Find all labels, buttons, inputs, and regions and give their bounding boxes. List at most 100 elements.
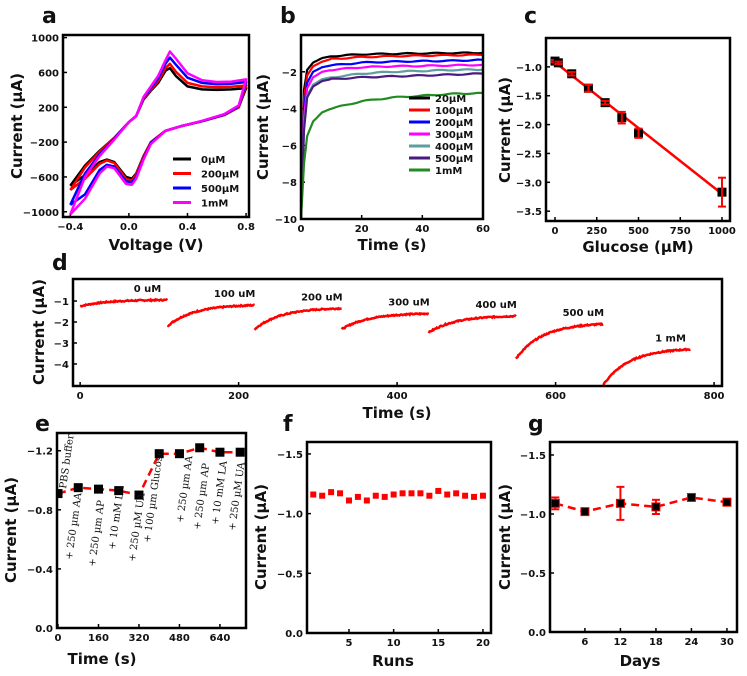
y-tick-label: −0.5 [520,569,546,580]
x-tick-label: 1000 [708,226,736,237]
x-axis-label: Voltage (V) [109,236,204,254]
x-tick-label: 5 [345,638,352,649]
data-point [372,492,379,499]
x-tick-label: 60 [476,224,490,235]
panel-g: g 6 12 18 24 30 0.0 −0.5 −1.0 −1.5 Days Current (µA… [496,412,739,670]
amperometric-curve-series [301,91,483,219]
legend-label: 500µM [435,154,473,165]
additive-annotation: + 10 mM LA [210,460,230,526]
data-point [444,491,451,498]
current-trace-segment [602,347,691,386]
panel-letter: e [35,412,50,437]
amperometric-curve-series [301,72,483,219]
data-point [328,489,335,496]
plot-area [550,485,732,521]
data-point [417,490,424,497]
data-point [195,443,205,453]
x-tick-label: 0 [298,224,305,235]
y-tick-label: 1000 [31,34,59,45]
legend-label: 500µM [201,184,239,195]
y-tick-label: −600 [30,173,59,184]
y-tick-label: −8 [282,178,297,189]
segment-label: 400 uM [475,300,516,311]
y-axis-label: Current (µA) [254,74,272,180]
data-point [615,498,625,508]
panel-letter: f [283,412,293,437]
x-tick-label: 400 [387,391,408,402]
axes-frame [61,33,251,219]
x-tick-label: 0 [552,226,559,237]
axes-frame [299,33,485,221]
x-tick-label: 40 [415,224,429,235]
y-tick-label: −200 [30,138,59,149]
y-tick-label: −3.0 [516,178,542,189]
y-tick-label: −3.5 [516,207,542,218]
legend-label: 1mM [201,199,228,210]
x-tick-label: 250 [586,226,607,237]
x-tick-label: 20 [355,224,369,235]
x-tick-label: 160 [88,633,109,644]
x-tick-label: 10 [387,638,401,649]
panel-letter: c [524,4,537,29]
y-tick-label: −2 [282,68,297,79]
x-tick-label: 0.0 [120,222,138,233]
interference-dashed-line [57,446,241,497]
x-tick-label: 320 [129,633,150,644]
y-tick-label: −4 [54,360,69,371]
y-tick-label: −1 [54,297,69,308]
legend-label: 200µM [201,170,239,181]
data-point [319,492,326,499]
y-tick-label: −1.2 [27,447,53,458]
data-point [550,498,560,508]
data-point [215,447,225,457]
x-axis-label: Days [620,652,661,670]
cv-curve-series [69,56,248,206]
data-point [722,497,732,507]
additive-annotation: PBS buffer [58,433,77,489]
data-point [363,497,370,504]
legend-label: 100µM [435,106,473,117]
y-axis-label: Current (µA) [8,73,26,179]
additive-annotation: + 10 mM LA [107,485,127,551]
x-tick-label: 6 [581,637,588,648]
legend-label: 200µM [435,118,473,129]
data-point [174,449,184,459]
x-axis-label: Time (s) [357,236,426,254]
segment-label: 0 uM [134,284,162,295]
additive-annotation: + 250 µm AA [64,491,84,560]
additive-annotation: + 250 µm AP [192,462,212,530]
segment-label: 1 mM [655,333,686,344]
data-point [435,487,442,494]
x-axis-label: Time (s) [67,650,136,668]
x-tick-label: −0.4 [57,222,83,233]
y-tick-label: −1.0 [516,63,542,74]
panel-b: b 0 20 40 60 −10 −8 −6 −4 −2 Time (s) Current (µA) 2… [254,4,490,254]
plot-area [310,487,486,504]
plot-area [57,443,245,500]
data-point [453,490,460,497]
segment-label: 100 uM [214,289,255,300]
y-axis-label: Current (µA) [30,279,48,385]
plot-area [79,297,691,386]
legend-label: 20µM [435,94,466,105]
x-tick-label: 30 [720,637,734,648]
x-axis-label: Time (s) [362,404,431,422]
axes-frame [71,277,724,388]
current-trace-segment [79,297,169,308]
y-tick-label: −3 [54,339,69,350]
data-point [399,490,406,497]
x-tick-label: 18 [649,637,663,648]
data-point [686,492,696,502]
data-point [462,492,469,499]
x-tick-label: 600 [545,391,566,402]
x-tick-label: 800 [704,391,725,402]
y-tick-label: −1.5 [520,451,546,462]
current-trace-segment [427,314,517,334]
y-tick-label: −10 [275,215,297,226]
y-axis-label: Current (µA) [496,484,514,590]
data-point [310,491,317,498]
y-tick-label: 0.0 [285,629,303,640]
legend-label: 1mM [435,166,462,177]
x-tick-label: 15 [431,638,445,649]
